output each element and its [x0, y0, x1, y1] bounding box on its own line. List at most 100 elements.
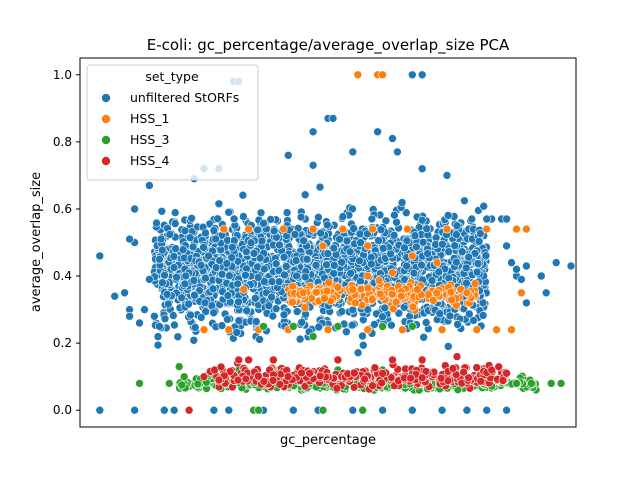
data-point — [318, 241, 328, 251]
data-point — [363, 325, 373, 335]
data-point — [464, 252, 474, 262]
data-point — [215, 256, 224, 265]
legend-label: unfiltered StORFs — [130, 90, 239, 105]
data-point — [311, 287, 321, 297]
data-point — [135, 379, 144, 388]
data-point — [256, 208, 266, 218]
data-point — [177, 380, 187, 390]
data-point — [328, 114, 338, 123]
data-point — [348, 405, 358, 415]
data-point — [130, 204, 139, 214]
data-point — [363, 241, 373, 251]
data-point — [140, 305, 149, 314]
data-point — [394, 308, 404, 318]
data-point — [179, 372, 189, 382]
data-point — [254, 405, 263, 415]
data-point — [377, 378, 387, 388]
data-point — [184, 405, 194, 415]
data-point — [311, 260, 321, 270]
data-point — [188, 242, 198, 252]
data-point — [432, 288, 442, 298]
data-point — [378, 369, 387, 378]
data-point — [342, 327, 351, 337]
data-point — [522, 298, 531, 308]
data-point — [358, 405, 368, 415]
data-point — [507, 325, 516, 335]
data-point — [234, 355, 243, 365]
data-point — [536, 271, 546, 281]
data-point — [345, 247, 355, 257]
data-point — [378, 322, 387, 331]
data-point — [169, 252, 179, 261]
data-point — [224, 405, 234, 415]
data-point — [421, 367, 431, 376]
data-point — [196, 313, 206, 322]
data-point — [360, 374, 369, 384]
data-point — [388, 355, 397, 365]
plot-frame — [79, 57, 577, 428]
data-point — [290, 230, 300, 239]
data-point — [464, 373, 473, 383]
data-point — [281, 262, 291, 271]
data-point — [342, 236, 352, 246]
data-point — [464, 309, 474, 319]
data-point — [211, 263, 221, 272]
data-point — [437, 405, 447, 415]
data-point — [457, 247, 467, 256]
data-point — [356, 238, 365, 247]
data-point — [417, 215, 427, 225]
data-point — [153, 332, 163, 341]
data-point — [242, 247, 251, 257]
data-point — [255, 253, 265, 263]
data-point — [169, 405, 179, 415]
data-point — [228, 242, 237, 252]
data-point — [213, 214, 222, 224]
data-point — [316, 228, 326, 238]
data-point — [423, 249, 432, 258]
legend: set_type unfiltered StORFs HSS_1 HSS_3 HSS_… — [86, 64, 259, 181]
data-point — [333, 322, 343, 331]
data-point — [187, 214, 196, 223]
data-point — [522, 261, 531, 271]
data-point — [417, 373, 427, 383]
data-point — [393, 147, 402, 157]
data-point — [353, 70, 363, 80]
data-point — [417, 164, 427, 173]
legend-entries: unfiltered StORFs HSS_1 HSS_3 HSS_4 — [101, 90, 239, 168]
data-point — [214, 199, 224, 209]
data-point — [110, 291, 119, 301]
data-point — [259, 219, 268, 228]
data-point — [459, 367, 468, 377]
data-point — [315, 182, 325, 192]
data-point — [478, 311, 488, 320]
data-point — [156, 234, 166, 244]
data-point — [174, 362, 184, 371]
data-point — [375, 289, 385, 299]
data-point — [242, 306, 251, 316]
data-point — [417, 260, 426, 270]
data-point — [271, 259, 281, 269]
data-point — [450, 241, 460, 250]
data-point — [269, 226, 279, 236]
data-point — [155, 254, 164, 264]
data-point — [474, 237, 484, 246]
data-point — [502, 241, 511, 251]
data-point — [157, 207, 167, 216]
data-point — [374, 276, 384, 285]
data-point — [494, 362, 504, 372]
data-point — [337, 257, 347, 267]
data-point — [388, 134, 397, 143]
data-point — [308, 224, 318, 234]
data-point — [417, 70, 427, 80]
data-point — [292, 271, 301, 281]
data-point — [351, 298, 360, 308]
data-point — [412, 242, 421, 252]
data-point — [367, 214, 377, 224]
data-point — [338, 224, 348, 234]
data-point — [462, 278, 471, 288]
data-point — [255, 335, 264, 344]
data-point — [241, 270, 250, 280]
legend-label: HSS_4 — [130, 153, 170, 168]
data-point — [225, 271, 234, 281]
data-point — [419, 332, 429, 342]
